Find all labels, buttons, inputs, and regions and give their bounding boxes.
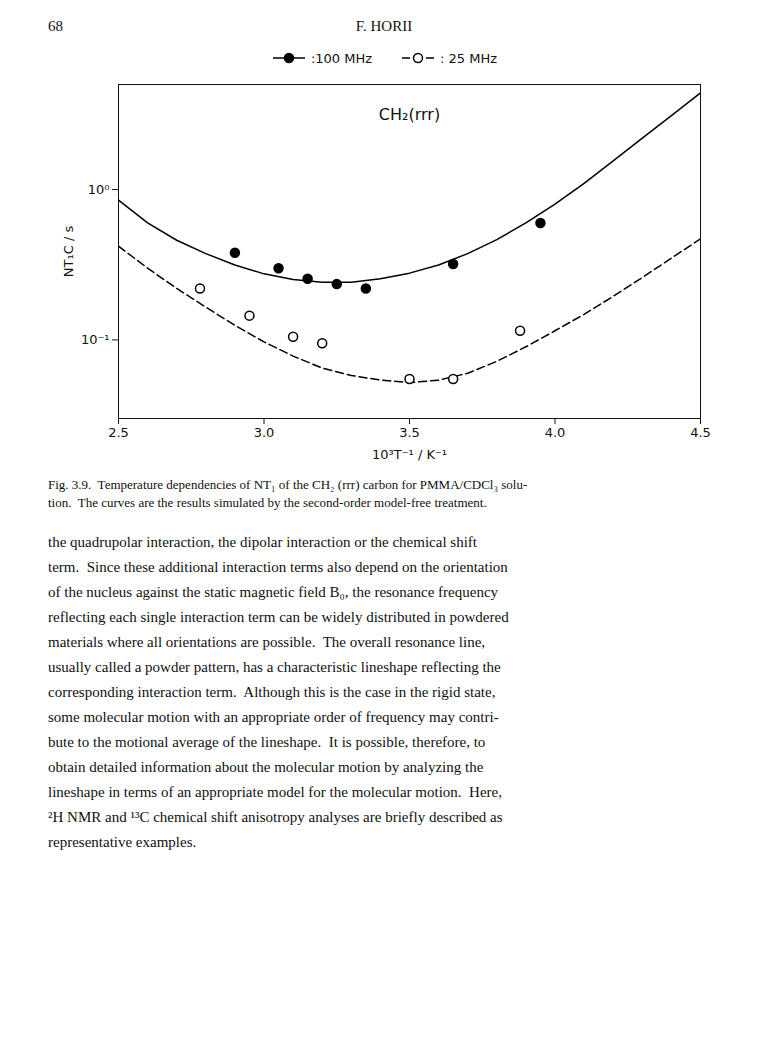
html-text:68: 68 bbox=[48, 18, 63, 34]
svg-text:4.5: 4.5 bbox=[690, 425, 711, 440]
html-text:representative examples.: representative examples. bbox=[48, 834, 197, 850]
svg-text:3.5: 3.5 bbox=[399, 425, 420, 440]
html-text:tion. The curves are the resul: tion. The curves are the results simulat… bbox=[48, 495, 487, 510]
html-text:some molecular motion with an: some molecular motion with an appropriat… bbox=[48, 709, 499, 725]
html-text:lineshape in terms of an appro: lineshape in terms of an appropriate mod… bbox=[48, 784, 502, 800]
html-text:usually called a powder patter: usually called a powder pattern, has a c… bbox=[48, 659, 501, 675]
html-text:²H NMR and ¹³C chemical shift: ²H NMR and ¹³C chemical shift anisotropy… bbox=[48, 809, 503, 825]
html-text:materials where all orientatio: materials where all orientations are pos… bbox=[48, 634, 486, 650]
html-text:Fig. 3.9. Temperature dependen: Fig. 3.9. Temperature dependencies of NT… bbox=[48, 477, 528, 492]
svg-text:10⁰: 10⁰ bbox=[88, 182, 110, 197]
svg-text:NT₁C / s: NT₁C / s bbox=[61, 226, 76, 278]
html-text:: 25 MHz: : 25 MHz bbox=[440, 50, 498, 66]
html-text:F. HORII: F. HORII bbox=[355, 18, 413, 34]
html-text:corresponding interaction term: corresponding interaction term. Although… bbox=[48, 684, 496, 700]
svg-text:10³T⁻¹ / K⁻¹: 10³T⁻¹ / K⁻¹ bbox=[372, 447, 447, 462]
html-text:bute to the motional average o: bute to the motional average of the line… bbox=[48, 734, 486, 750]
html-text:of the nucleus against the sta: of the nucleus against the static magnet… bbox=[48, 584, 499, 600]
svg-text:10⁻¹: 10⁻¹ bbox=[81, 332, 110, 347]
html-text::100 MHz: :100 MHz bbox=[310, 50, 373, 66]
html-text:the quadrupolar interaction, t: the quadrupolar interaction, the dipolar… bbox=[48, 534, 477, 550]
html-text:reflecting each single interac: reflecting each single interaction term … bbox=[48, 609, 509, 625]
svg-text:2.5: 2.5 bbox=[108, 425, 129, 440]
svg-text:4.0: 4.0 bbox=[545, 425, 566, 440]
svg-text:CH₂(rrr): CH₂(rrr) bbox=[379, 105, 440, 124]
svg-text:3.0: 3.0 bbox=[254, 425, 275, 440]
html-text:term. Since these additional i: term. Since these additional interaction… bbox=[48, 559, 508, 575]
html-text:obtain detailed information ab: obtain detailed information about the mo… bbox=[48, 759, 484, 775]
